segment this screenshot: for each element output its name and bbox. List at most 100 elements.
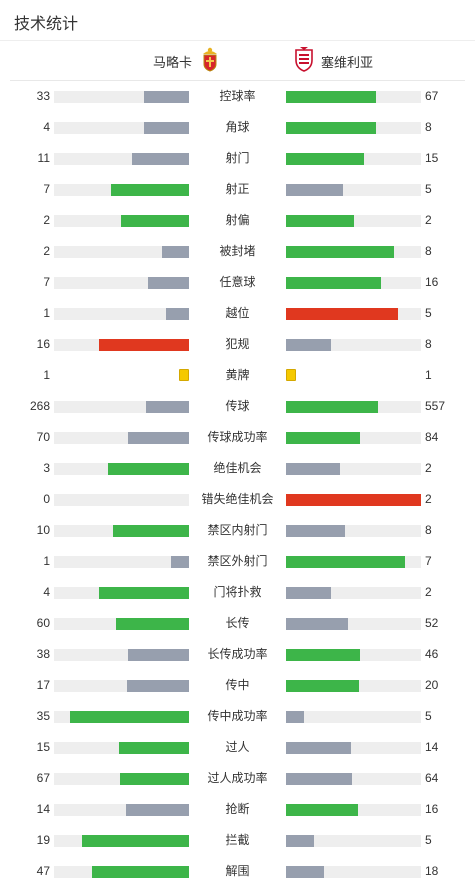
away-bar-track	[286, 401, 421, 413]
home-bar-fill	[116, 618, 189, 630]
away-bar-track	[286, 556, 421, 568]
home-bar-track	[54, 649, 189, 661]
away-value: 52	[425, 616, 439, 630]
stat-row: 4 角球 8	[0, 112, 475, 143]
stat-row: 14 抢断 16	[0, 794, 475, 825]
away-bar-track	[286, 153, 421, 165]
home-bar-track	[54, 866, 189, 878]
divider	[0, 40, 475, 41]
home-value: 4	[43, 120, 50, 134]
stat-label: 禁区外射门	[207, 554, 268, 568]
away-bar-fill	[286, 153, 364, 165]
away-bar-track	[286, 339, 421, 351]
home-team[interactable]: 马略卡	[153, 42, 220, 80]
away-bar-track	[286, 680, 421, 692]
home-bar-fill	[166, 308, 189, 320]
stat-label: 抢断	[225, 802, 250, 816]
away-bar-fill	[286, 308, 398, 320]
home-value: 0	[43, 492, 50, 506]
away-value: 67	[425, 89, 439, 103]
away-value: 8	[425, 337, 432, 351]
away-value: 46	[425, 647, 439, 661]
home-value: 38	[36, 647, 50, 661]
home-value: 70	[36, 430, 50, 444]
home-value: 10	[36, 523, 50, 537]
team-header: 马略卡 塞维利亚	[10, 42, 465, 81]
stat-row: 1 越位 5	[0, 298, 475, 329]
home-bar-fill	[132, 153, 189, 165]
home-value: 4	[43, 585, 50, 599]
away-value: 20	[425, 678, 439, 692]
away-value: 15	[425, 151, 439, 165]
away-bar-fill	[286, 463, 340, 475]
home-bar-track	[54, 153, 189, 165]
away-bar-track	[286, 215, 421, 227]
away-bar-fill	[286, 184, 343, 196]
home-value: 14	[36, 802, 50, 816]
stat-row: 60 长传 52	[0, 608, 475, 639]
stat-label: 犯规	[225, 337, 250, 351]
home-value: 17	[36, 678, 50, 692]
away-bar-fill	[286, 773, 352, 785]
stat-label: 过人成功率	[207, 771, 268, 785]
away-bar-track	[286, 277, 421, 289]
away-value: 2	[425, 492, 432, 506]
away-bar-track	[286, 773, 421, 785]
away-bar-fill	[286, 122, 376, 134]
stat-label: 门将扑救	[213, 585, 262, 599]
home-bar-fill	[119, 742, 189, 754]
home-bar-fill	[171, 556, 189, 568]
home-yellow-card-icon	[179, 369, 189, 381]
away-bar-fill	[286, 742, 351, 754]
home-bar-track	[54, 339, 189, 351]
stat-row: 35 传中成功率 5	[0, 701, 475, 732]
home-bar-track	[54, 742, 189, 754]
stat-row: 33 控球率 67	[0, 81, 475, 112]
away-team[interactable]: 塞维利亚	[293, 42, 373, 80]
stat-row: 1 黄牌 1	[0, 360, 475, 391]
page-title: 技术统计	[14, 16, 79, 33]
home-value: 7	[43, 182, 50, 196]
stat-label: 长传成功率	[207, 647, 268, 661]
stat-label: 角球	[225, 120, 250, 134]
home-bar-track	[54, 277, 189, 289]
home-value: 60	[36, 616, 50, 630]
home-bar-fill	[70, 711, 189, 723]
stat-label: 错失绝佳机会	[201, 492, 274, 506]
home-bar-track	[54, 91, 189, 103]
stat-row: 16 犯规 8	[0, 329, 475, 360]
home-bar-track	[54, 432, 189, 444]
stat-label: 过人	[225, 740, 250, 754]
away-bar-fill	[286, 618, 348, 630]
home-bar-fill	[126, 804, 189, 816]
home-bar-track	[54, 122, 189, 134]
stat-row: 2 射偏 2	[0, 205, 475, 236]
stat-label: 越位	[225, 306, 250, 320]
away-value: 18	[425, 864, 439, 878]
away-value: 64	[425, 771, 439, 785]
stats-list: 33 控球率 67 4 角球 8 11 射门 15 7 射正 5 2 射偏 2 2 被封堵 8 7 任意球 16 1 越位 5…	[0, 81, 475, 887]
home-bar-fill	[108, 463, 189, 475]
away-bar-fill	[286, 587, 331, 599]
home-bar-fill	[144, 122, 189, 134]
home-bar-fill	[99, 339, 189, 351]
away-bar-track	[286, 432, 421, 444]
stat-row: 7 射正 5	[0, 174, 475, 205]
stat-row: 0 错失绝佳机会 2	[0, 484, 475, 515]
home-bar-track	[54, 556, 189, 568]
home-bar-fill	[146, 401, 189, 413]
stat-label: 绝佳机会	[213, 461, 262, 475]
away-value: 84	[425, 430, 439, 444]
away-value: 5	[425, 833, 432, 847]
stat-row: 10 禁区内射门 8	[0, 515, 475, 546]
away-value: 7	[425, 554, 432, 568]
home-value: 268	[29, 399, 50, 413]
away-bar-fill	[286, 866, 324, 878]
away-value: 8	[425, 523, 432, 537]
stat-row: 19 拦截 5	[0, 825, 475, 856]
away-bar-track	[286, 742, 421, 754]
stat-label: 传球成功率	[207, 430, 268, 444]
home-bar-fill	[121, 215, 189, 227]
away-bar-track	[286, 494, 421, 506]
home-value: 11	[37, 151, 50, 165]
